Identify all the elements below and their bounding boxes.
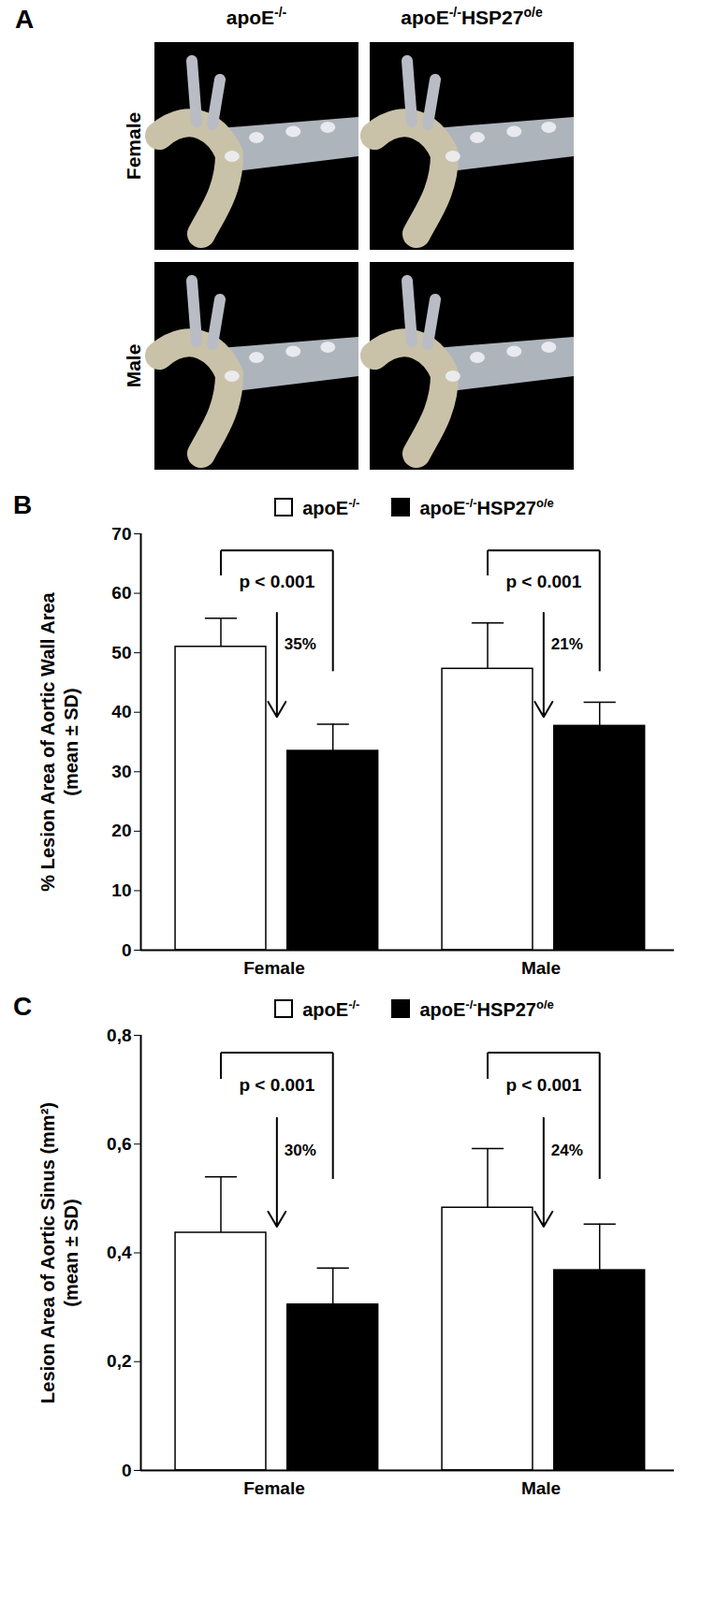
svg-text:p < 0.001: p < 0.001 (505, 1075, 582, 1096)
svg-text:24%: 24% (551, 1141, 584, 1160)
svg-text:Male: Male (521, 1478, 561, 1499)
svg-text:0,8: 0,8 (106, 1025, 132, 1046)
svg-text:p < 0.001: p < 0.001 (505, 571, 582, 592)
svg-text:Male: Male (521, 958, 561, 979)
svg-text:% Lesion Area of Aortic Wall A: % Lesion Area of Aortic Wall Area(mean ±… (37, 591, 82, 892)
svg-text:70: 70 (111, 524, 132, 544)
svg-text:30: 30 (111, 761, 132, 782)
svg-text:0,6: 0,6 (106, 1134, 132, 1155)
svg-text:Female: Female (243, 958, 305, 979)
svg-text:20: 20 (111, 820, 132, 841)
svg-text:p < 0.001: p < 0.001 (238, 571, 315, 592)
svg-text:50: 50 (111, 642, 132, 663)
svg-text:30%: 30% (284, 1141, 317, 1160)
html-text:apoE-/-: apoE-/- (302, 495, 360, 518)
svg-text:A: A (14, 4, 34, 34)
svg-text:60: 60 (111, 583, 132, 603)
html-text:B: B (13, 490, 33, 520)
svg-text:0,2: 0,2 (106, 1351, 132, 1372)
svg-text:0: 0 (121, 940, 132, 961)
html-text:apoE-/-: apoE-/- (302, 997, 360, 1020)
svg-text:35%: 35% (284, 635, 317, 654)
svg-text:Female: Female (122, 112, 145, 180)
html-text:apoE-/-HSP27o/e: apoE-/-HSP27o/e (419, 997, 554, 1020)
svg-text:21%: 21% (551, 635, 584, 654)
svg-text:40: 40 (111, 701, 132, 722)
html-text:C: C (13, 992, 33, 1022)
svg-text:0,4: 0,4 (106, 1242, 132, 1263)
svg-text:Female: Female (243, 1478, 305, 1499)
svg-text:Lesion Area of Aortic Sinus (m: Lesion Area of Aortic Sinus (mm²)(mean ±… (37, 1102, 82, 1404)
svg-text:apoE-/-HSP27o/e: apoE-/-HSP27o/e (400, 4, 543, 29)
svg-text:0: 0 (121, 1461, 132, 1481)
svg-text:p < 0.001: p < 0.001 (238, 1075, 315, 1096)
svg-text:apoE-/-: apoE-/- (226, 4, 288, 29)
svg-text:10: 10 (111, 880, 132, 901)
html-text:apoE-/-HSP27o/e: apoE-/-HSP27o/e (419, 495, 554, 518)
svg-text:Male: Male (122, 344, 145, 389)
